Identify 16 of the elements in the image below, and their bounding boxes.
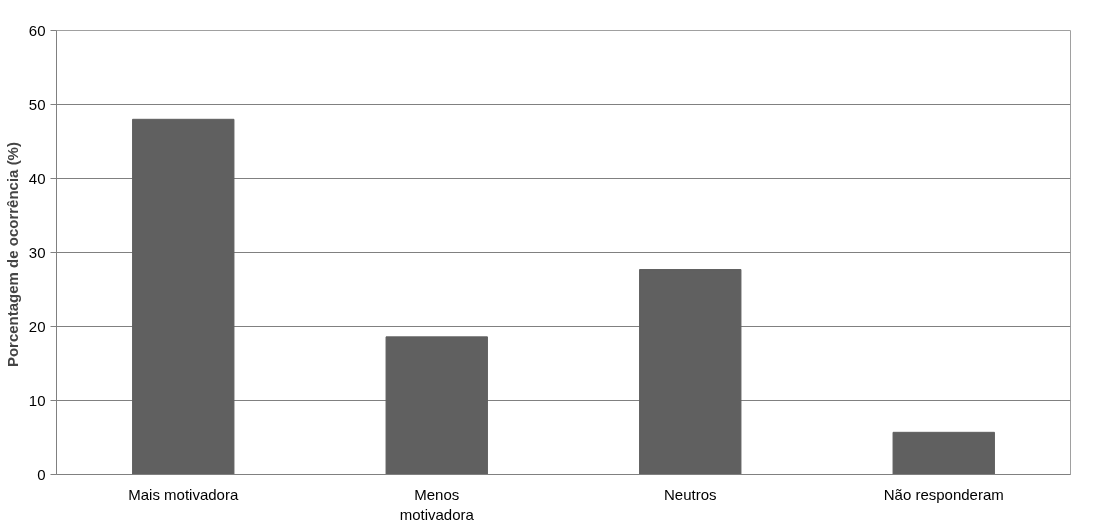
y-tick-label: 20 <box>28 317 46 335</box>
x-tick-label: Menos motivadora <box>399 485 475 523</box>
x-tick-label: Mais motivadora <box>128 485 239 503</box>
bar <box>385 336 488 475</box>
y-tick-label: 50 <box>28 95 46 113</box>
y-axis-title: Porcentagem de ocorrência (%) <box>3 142 21 368</box>
y-tick-label: 60 <box>28 21 46 39</box>
bar <box>132 118 235 475</box>
x-tick-label: Não responderam <box>883 485 1004 503</box>
y-tick-label: 10 <box>28 391 46 409</box>
bar <box>639 269 742 475</box>
y-tick-label: 30 <box>28 243 46 261</box>
y-tick-label: 40 <box>28 169 46 187</box>
bar <box>892 431 995 475</box>
y-tick-label: 0 <box>37 465 46 483</box>
x-tick-label: Neutros <box>663 485 717 503</box>
